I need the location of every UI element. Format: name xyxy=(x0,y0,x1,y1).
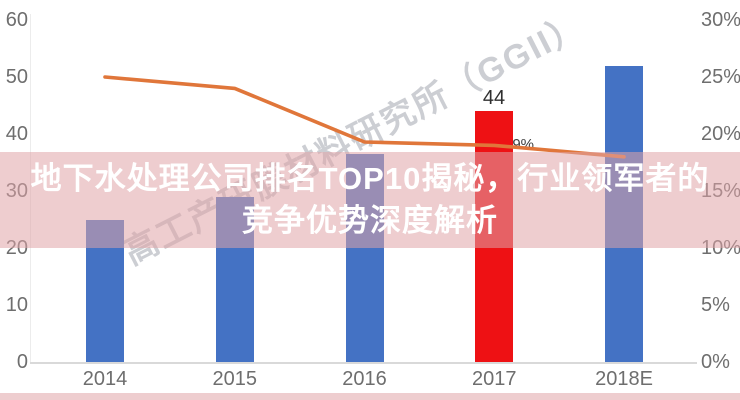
left-axis-tick-label: 50 xyxy=(5,66,28,88)
right-axis-tick-label: 0% xyxy=(701,351,730,373)
x-axis-label: 2015 xyxy=(212,368,258,390)
article-title-line1: 地下水处理公司排名TOP10揭秘，行业领军者的 xyxy=(30,161,710,196)
right-axis-tick-label: 30% xyxy=(701,9,740,31)
article-title-line2: 竞争优势深度解析 xyxy=(242,203,498,238)
x-axis-label: 2017 xyxy=(472,368,517,390)
x-axis-label: 2014 xyxy=(82,368,128,390)
x-axis-label: 2018E xyxy=(595,368,653,390)
bar-value-label-2017: 44 xyxy=(482,87,506,109)
title-overlay-band: 地下水处理公司排名TOP10揭秘，行业领军者的 竞争优势深度解析 xyxy=(0,152,740,248)
left-axis-tick-label: 10 xyxy=(5,294,28,316)
right-axis-tick-label: 20% xyxy=(701,123,740,145)
right-axis-tick-label: 25% xyxy=(701,66,740,88)
left-axis-tick-label: 40 xyxy=(5,123,28,145)
x-axis-line xyxy=(30,362,697,364)
left-axis-tick-label: 0 xyxy=(16,351,28,373)
x-axis-label: 2016 xyxy=(342,368,387,390)
left-axis-tick-label: 60 xyxy=(5,9,28,31)
bottom-overlay-strip xyxy=(0,393,740,400)
right-axis-tick-label: 5% xyxy=(701,294,730,316)
